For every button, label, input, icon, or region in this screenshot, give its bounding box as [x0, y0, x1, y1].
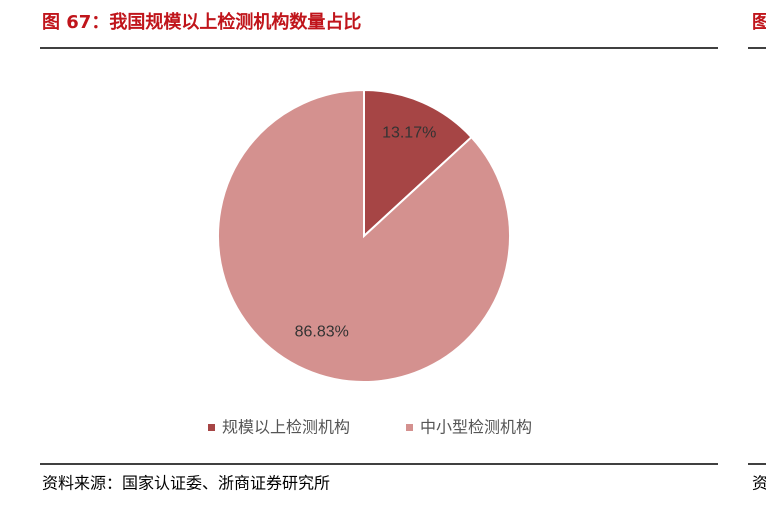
pie-slice	[363, 88, 473, 239]
legend-swatch	[208, 424, 215, 431]
data-label: 86.83%	[295, 323, 349, 340]
legend-label: 中小型检测机构	[420, 418, 532, 437]
legend-label: 规模以上检测机构	[222, 418, 350, 437]
clipped-title: 图	[752, 12, 766, 33]
clipped-source: 资	[752, 474, 766, 493]
pie-slice	[217, 88, 511, 383]
legend-swatch	[406, 424, 413, 431]
source: 资料来源：国家认证委、浙商证券研究所	[42, 474, 330, 493]
data-label: 13.17%	[382, 124, 436, 141]
chart-title: 图 67：我国规模以上检测机构数量占比	[42, 11, 361, 33]
